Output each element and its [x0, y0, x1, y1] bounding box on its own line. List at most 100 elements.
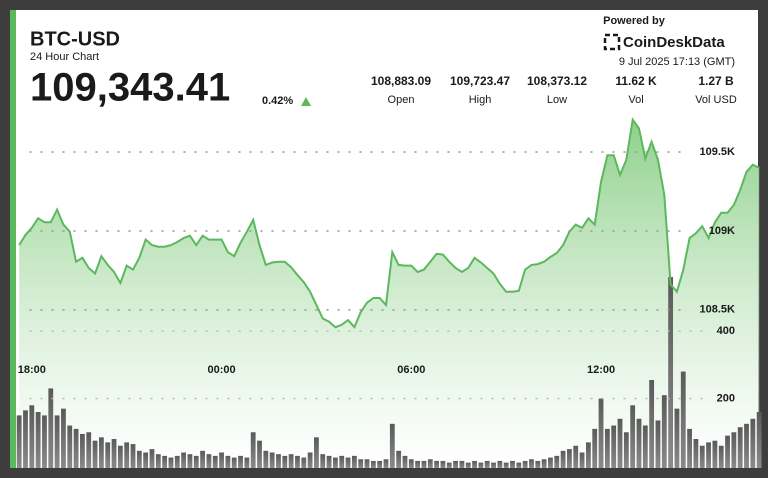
- volume-bar: [339, 455, 345, 468]
- volume-bar: [598, 398, 604, 468]
- volume-bar: [351, 455, 357, 468]
- volume-bar: [446, 462, 452, 468]
- x-tick-label: 00:00: [207, 364, 235, 376]
- volume-bar: [712, 440, 718, 468]
- volume-bar: [573, 445, 579, 468]
- volume-bar: [155, 454, 161, 468]
- volume-bar: [301, 457, 307, 468]
- volume-bar: [326, 455, 332, 468]
- volume-bar: [92, 440, 98, 468]
- volume-bar: [181, 452, 187, 468]
- stat-value: 109,723.47: [450, 74, 510, 88]
- volume-bar: [674, 408, 680, 468]
- volume-bar: [288, 454, 294, 468]
- volume-bar: [231, 457, 237, 468]
- volume-bar: [105, 442, 111, 468]
- volume-bar: [320, 454, 326, 468]
- y2-tick-label: 200: [717, 392, 735, 404]
- volume-bar: [35, 412, 41, 468]
- volume-bar: [358, 459, 364, 468]
- volume-bar: [478, 462, 484, 468]
- volume-bar: [117, 445, 123, 468]
- y2-tick-label: 400: [717, 325, 735, 337]
- volume-bar: [295, 455, 300, 468]
- volume-bar: [364, 459, 370, 468]
- symbol: BTC-USD: [30, 28, 120, 50]
- volume-bar: [168, 457, 174, 468]
- volume-bar: [143, 452, 149, 468]
- volume-bar: [263, 450, 269, 468]
- volume-bar: [23, 410, 28, 468]
- volume-bar: [529, 459, 534, 468]
- volume-bar: [73, 428, 79, 468]
- volume-bar: [548, 457, 553, 468]
- volume-bar: [111, 439, 117, 468]
- volume-bar: [617, 418, 623, 468]
- volume-bar: [276, 454, 281, 468]
- volume-bar: [314, 437, 319, 468]
- volume-bar: [668, 277, 674, 468]
- volume-bar: [238, 455, 243, 468]
- volume-bar: [750, 418, 756, 468]
- volume-bar: [29, 405, 35, 468]
- x-tick-label: 18:00: [18, 364, 46, 376]
- volume-bar: [459, 460, 465, 468]
- timestamp: 9 Jul 2025 17:13 (GMT): [619, 56, 735, 68]
- volume-bar: [370, 460, 376, 468]
- volume-bar: [440, 460, 446, 468]
- volume-bar: [200, 450, 205, 468]
- volume-bar: [484, 460, 490, 468]
- volume-bar: [680, 371, 686, 468]
- volume-bar: [718, 445, 724, 468]
- volume-bar: [282, 455, 288, 468]
- volume-bar: [649, 379, 655, 468]
- volume-bar: [636, 418, 642, 468]
- volume-bar: [421, 460, 427, 468]
- volume-bar: [193, 455, 199, 468]
- volume-bar: [136, 450, 142, 468]
- volume-bar: [567, 449, 572, 468]
- volume-bar: [16, 415, 22, 468]
- volume-bar: [332, 457, 338, 468]
- volume-bar: [655, 420, 661, 468]
- volume-bar: [408, 459, 414, 468]
- x-tick-label: 12:00: [587, 364, 615, 376]
- stat-label: Low: [547, 94, 567, 106]
- stat-value: 11.62 K: [615, 74, 657, 88]
- volume-bar: [42, 415, 47, 468]
- volume-bar: [630, 405, 636, 468]
- volume-bar: [731, 432, 737, 468]
- volume-bar: [756, 412, 762, 468]
- y-tick-label: 109K: [709, 225, 735, 237]
- powered-by: Powered by: [603, 15, 666, 27]
- volume-bar: [377, 460, 383, 468]
- stat-label: Open: [388, 94, 415, 106]
- volume-bar: [130, 444, 136, 468]
- volume-bar: [383, 459, 389, 468]
- price: 109,343.41: [30, 66, 230, 110]
- volume-bar: [661, 395, 667, 468]
- volume-bar: [491, 462, 496, 468]
- volume-bar: [579, 452, 585, 468]
- accent-bar: [10, 10, 16, 468]
- volume-bar: [693, 439, 699, 468]
- volume-bar: [725, 435, 730, 468]
- volume-bar: [522, 460, 528, 468]
- brand: CoinDeskData: [623, 34, 725, 51]
- volume-bar: [699, 445, 705, 468]
- volume-bar: [48, 388, 54, 468]
- volume-bar: [269, 452, 275, 468]
- y-tick-label: 109.5K: [700, 146, 736, 158]
- volume-bar: [706, 442, 711, 468]
- change: 0.42%: [262, 95, 293, 107]
- volume-bar: [219, 452, 224, 468]
- stat-value: 1.27 B: [698, 74, 734, 88]
- volume-bar: [345, 457, 351, 468]
- stat-label: Vol: [628, 94, 643, 106]
- volume-bar: [124, 442, 130, 468]
- volume-bar: [560, 450, 566, 468]
- volume-bar: [86, 432, 92, 468]
- volume-bar: [244, 457, 250, 468]
- volume-bar: [212, 455, 218, 468]
- price-area: [19, 119, 760, 468]
